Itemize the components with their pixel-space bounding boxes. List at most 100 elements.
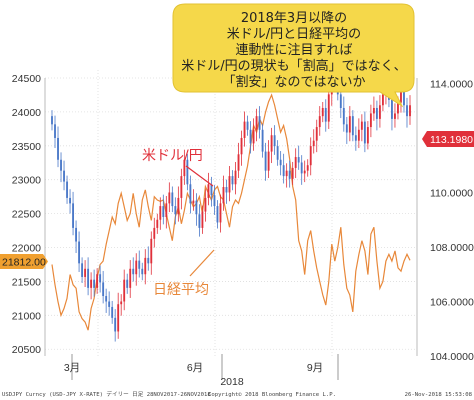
candle-body bbox=[312, 140, 315, 147]
candle-body bbox=[300, 162, 303, 174]
candle-body bbox=[60, 159, 62, 171]
candle-body bbox=[354, 135, 357, 141]
candle-body bbox=[102, 282, 105, 297]
candle-body bbox=[348, 116, 351, 133]
candle-body bbox=[327, 94, 330, 122]
candle-body bbox=[240, 137, 243, 155]
left-tick-label: 24500 bbox=[12, 73, 41, 85]
candle-body bbox=[135, 260, 138, 275]
candle-body bbox=[57, 137, 59, 160]
candle-body bbox=[273, 135, 276, 147]
nikkei-line bbox=[51, 93, 411, 331]
candle-body bbox=[261, 129, 264, 152]
candle-body bbox=[228, 176, 231, 193]
candle-body bbox=[123, 279, 126, 302]
footer-copyright: Copyright© 2018 Bloomberg Finance L.P. bbox=[208, 392, 336, 398]
candle-body bbox=[156, 219, 159, 228]
candle-body bbox=[90, 279, 93, 288]
candle-body bbox=[174, 206, 177, 215]
candle-body bbox=[345, 124, 348, 133]
candle-body bbox=[267, 151, 270, 171]
candle-body bbox=[375, 107, 378, 119]
candle-body bbox=[225, 187, 228, 193]
usdjpy-label-leader bbox=[185, 165, 214, 187]
candle-body bbox=[144, 257, 147, 275]
candle-body bbox=[318, 116, 321, 128]
left-tick-label: 20500 bbox=[12, 344, 41, 356]
right-tick-label: 106.0000 bbox=[430, 296, 474, 308]
candle-body bbox=[297, 157, 300, 163]
candle-body bbox=[324, 107, 327, 122]
x-tick-label: 9月 bbox=[307, 362, 323, 374]
candle-body bbox=[162, 206, 165, 217]
right-tick-label: 104.0000 bbox=[430, 351, 474, 363]
right-price-tag-bg bbox=[422, 131, 474, 147]
left-tick-label: 21500 bbox=[12, 276, 41, 288]
candle-body bbox=[189, 184, 192, 204]
candle-body bbox=[111, 306, 114, 318]
candle-body bbox=[126, 279, 129, 288]
candle-body bbox=[132, 268, 135, 275]
candle-body bbox=[213, 195, 216, 207]
candle-body bbox=[342, 107, 345, 125]
candle-body bbox=[84, 268, 87, 277]
candle-body bbox=[69, 197, 71, 204]
candle-body bbox=[129, 268, 132, 288]
callout-bubble: 2018年3月以降の 米ドル/円と日経平均の 連動性に注目すれば 米ドル/円の現… bbox=[172, 3, 415, 108]
candle-body bbox=[246, 121, 249, 130]
right-price-tag: 113.1980 bbox=[430, 134, 473, 146]
candle-body bbox=[394, 113, 396, 119]
candle-body bbox=[141, 268, 144, 275]
usdjpy-series-label: 米ドル/円 bbox=[142, 148, 203, 164]
candle-body bbox=[159, 206, 162, 220]
candle-body bbox=[363, 121, 366, 144]
candle-body bbox=[315, 127, 318, 141]
candle-body bbox=[105, 296, 108, 302]
candle-body bbox=[78, 241, 81, 264]
candle-body bbox=[81, 263, 84, 277]
candle-body bbox=[207, 184, 210, 198]
candle-body bbox=[93, 279, 96, 288]
candle-body bbox=[381, 94, 384, 106]
candle-body bbox=[243, 121, 246, 138]
candle-body bbox=[168, 192, 171, 204]
candle-body bbox=[288, 170, 291, 179]
candle-body bbox=[270, 135, 273, 152]
footer-source: USDJPY Curncy (USD-JPY X-RATE) デイリー 日足 2… bbox=[2, 390, 211, 398]
callout-line-4: 米ドル/円の現状も「割高」ではなく、 bbox=[181, 58, 406, 74]
candle-body bbox=[87, 268, 90, 288]
callout-line-3: 連動性に注目すれば bbox=[235, 43, 352, 58]
candle-body bbox=[216, 206, 219, 223]
left-tick-label: 24000 bbox=[12, 107, 41, 119]
candle-body bbox=[219, 203, 222, 223]
candle-body bbox=[306, 165, 309, 171]
candle-body bbox=[409, 105, 411, 117]
candle-body bbox=[222, 187, 225, 204]
x-year-label: 2018 bbox=[220, 376, 244, 388]
left-tick-label: 22500 bbox=[12, 209, 41, 221]
candle-body bbox=[264, 151, 267, 171]
candle-body bbox=[192, 200, 195, 204]
right-tick-label: 108.0000 bbox=[430, 242, 474, 254]
candle-body bbox=[252, 129, 255, 144]
candle-body bbox=[303, 170, 306, 174]
left-tick-label: 21000 bbox=[12, 310, 41, 322]
x-axis: 3月 6月 9月 bbox=[64, 362, 323, 374]
candle-body bbox=[309, 146, 312, 166]
left-price-tag-bg bbox=[0, 254, 43, 269]
candle-body bbox=[72, 203, 74, 228]
footer-timestamp: 26-Nov-2018 15:53:08 bbox=[405, 392, 473, 398]
candle-body bbox=[339, 94, 342, 108]
candle-body bbox=[147, 257, 150, 264]
x-tick-label: 3月 bbox=[64, 362, 80, 374]
candle-body bbox=[51, 116, 53, 125]
candle-body bbox=[201, 211, 204, 228]
candle-body bbox=[276, 146, 279, 160]
candle-body bbox=[63, 170, 65, 182]
candle-body bbox=[291, 167, 294, 179]
candle-body bbox=[360, 121, 363, 130]
candle-body bbox=[165, 203, 168, 217]
candle-body bbox=[369, 113, 372, 128]
candle-body bbox=[279, 159, 282, 166]
candle-body bbox=[366, 127, 369, 144]
